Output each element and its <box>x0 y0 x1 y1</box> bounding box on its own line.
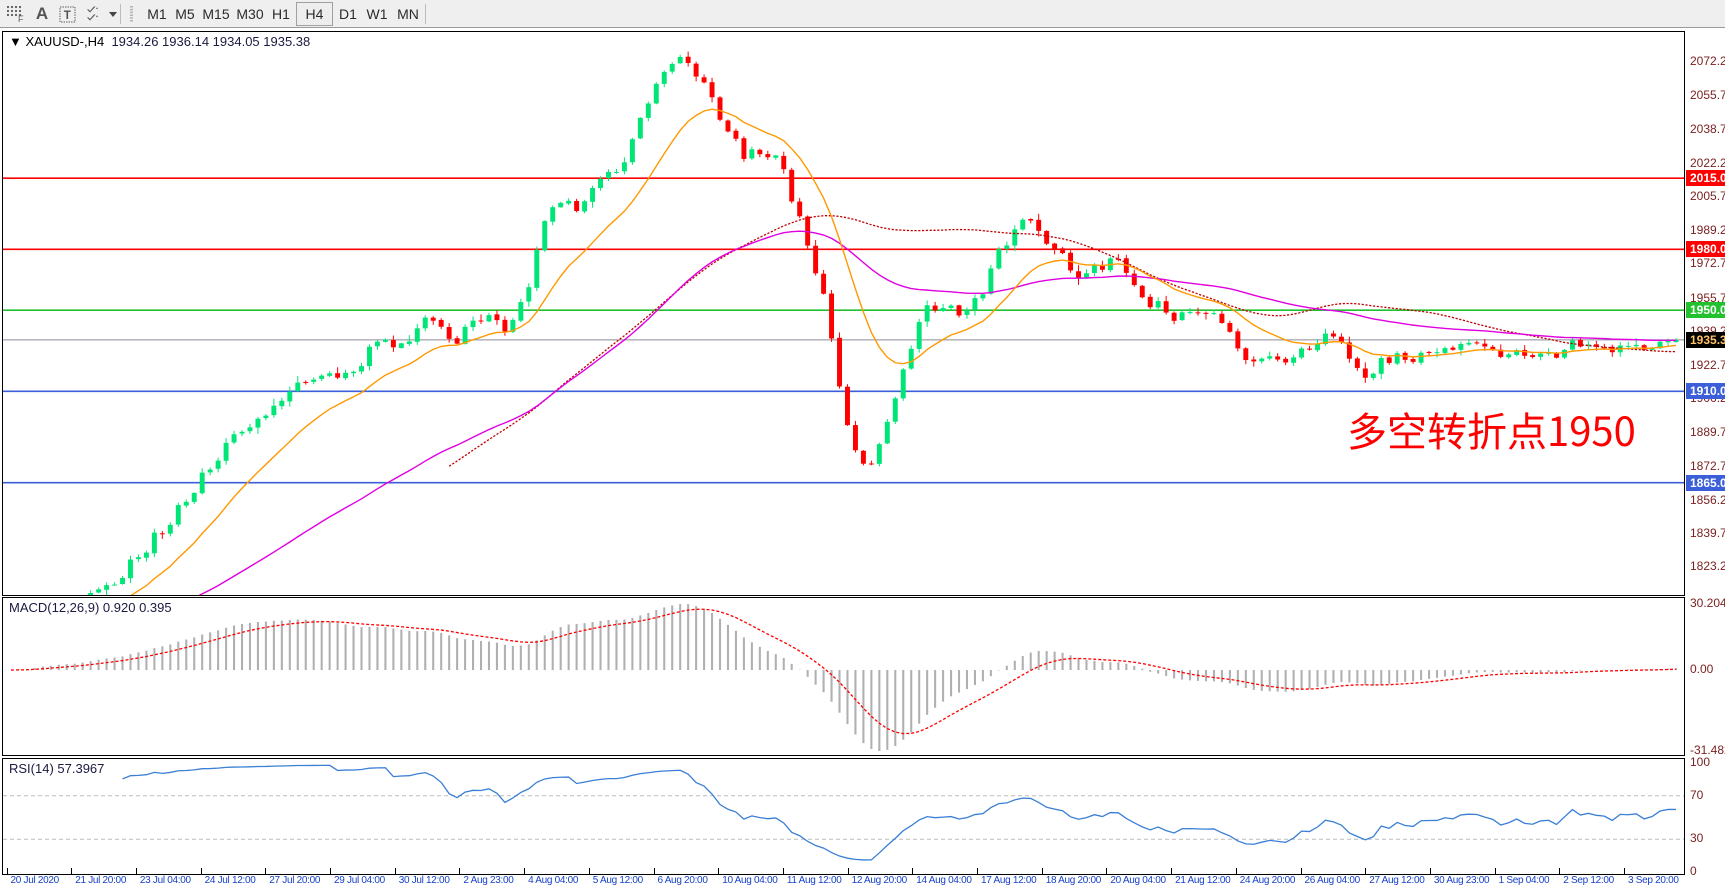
svg-text:T: T <box>63 10 70 22</box>
svg-text:F: F <box>18 14 24 22</box>
